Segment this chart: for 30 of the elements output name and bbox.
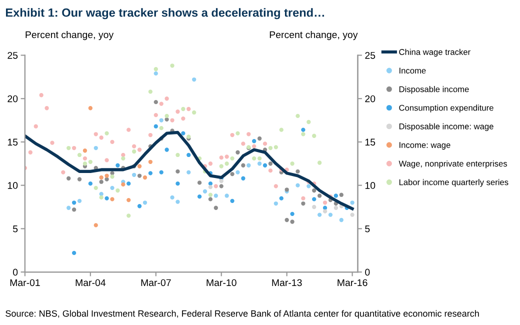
legend-label: China wage tracker xyxy=(399,48,470,57)
y-tick-label: 0 xyxy=(12,268,18,276)
legend-label: Disposable income xyxy=(399,86,469,94)
x-tick-label: Mar-07 xyxy=(141,279,171,286)
x-tick-label: Mar-01 xyxy=(10,279,40,286)
legend-label: Consumption expenditure xyxy=(399,104,494,112)
y2-tick-label: 5 xyxy=(365,226,370,232)
y2-tick-label: 15 xyxy=(365,138,376,146)
legend-label: Wage, nonprivate enterprises xyxy=(398,160,508,168)
x-tick-label: Mar-04 xyxy=(76,279,106,286)
source-note: Source: NBS, Global Investment Research, Federal Reserve Bank of Atlanta center for quantitative economic research xyxy=(6,310,479,318)
y2-tick-label: 20 xyxy=(365,95,376,102)
y2-axis-title: Percent change, yoy xyxy=(270,31,358,40)
y-tick-label: 5 xyxy=(13,226,18,232)
y-axis-title: Percent change, yoy xyxy=(26,31,114,40)
chart-title: Exhibit 1: Our wage tracker shows a decelerating trend… xyxy=(6,8,324,20)
x-tick-label: Mar-16 xyxy=(338,279,368,286)
x-tick-label: Mar-13 xyxy=(272,279,302,286)
y-tick-label: 15 xyxy=(8,138,18,146)
y2-tick-label: 25 xyxy=(365,52,376,59)
x-tick-label: Mar-10 xyxy=(206,279,236,286)
y-tick-label: 10 xyxy=(8,182,18,189)
y2-tick-label: 10 xyxy=(365,182,376,189)
y2-tick-label: 0 xyxy=(365,268,370,276)
legend-label: Disposable income: wage xyxy=(399,123,494,132)
y-tick-label: 20 xyxy=(8,95,18,102)
y-tick-label: 25 xyxy=(8,52,18,59)
legend-label: Income xyxy=(400,68,426,74)
legend-label: Income: wage xyxy=(400,142,450,150)
legend-label: Labor income quarterly series xyxy=(399,179,508,187)
